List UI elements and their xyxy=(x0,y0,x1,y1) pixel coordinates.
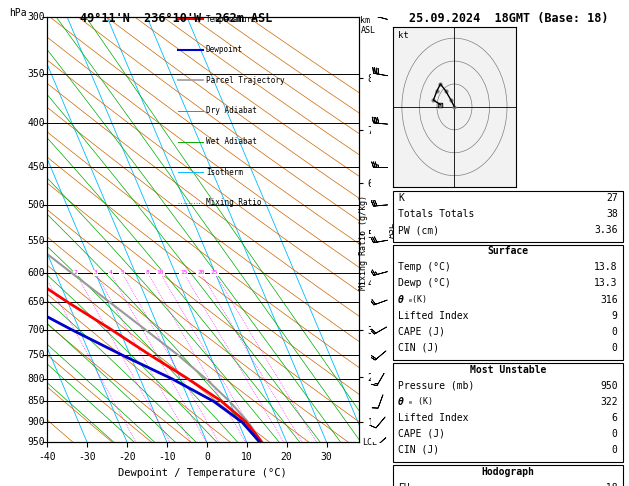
Text: 600: 600 xyxy=(28,268,45,278)
Text: -18: -18 xyxy=(600,483,618,486)
Text: kt: kt xyxy=(398,31,409,40)
Text: Parcel Trajectory: Parcel Trajectory xyxy=(206,76,284,85)
Text: EH: EH xyxy=(398,483,410,486)
Text: 0: 0 xyxy=(612,445,618,455)
Text: 0: 0 xyxy=(612,429,618,439)
Text: 49°11'N  236°10'W  262m ASL: 49°11'N 236°10'W 262m ASL xyxy=(80,12,272,25)
Text: 350: 350 xyxy=(28,69,45,79)
Text: 950: 950 xyxy=(600,381,618,391)
Text: 2: 2 xyxy=(74,270,77,275)
Text: Pressure (mb): Pressure (mb) xyxy=(398,381,474,391)
Text: 25: 25 xyxy=(211,270,218,275)
X-axis label: Dewpoint / Temperature (°C): Dewpoint / Temperature (°C) xyxy=(118,468,287,478)
Text: 15: 15 xyxy=(180,270,187,275)
Text: 5: 5 xyxy=(120,270,124,275)
Text: ₑ(K): ₑ(K) xyxy=(408,295,428,304)
Text: 9: 9 xyxy=(612,311,618,321)
Text: 322: 322 xyxy=(600,397,618,407)
Text: Dewp (°C): Dewp (°C) xyxy=(398,278,451,289)
Text: 3: 3 xyxy=(94,270,97,275)
Text: Wet Adiabat: Wet Adiabat xyxy=(206,137,257,146)
Text: 8: 8 xyxy=(146,270,149,275)
Text: PW (cm): PW (cm) xyxy=(398,225,439,235)
Text: © weatheronline.co.uk: © weatheronline.co.uk xyxy=(448,470,571,480)
Text: Isotherm: Isotherm xyxy=(206,168,243,177)
Text: 900: 900 xyxy=(28,417,45,427)
Text: 27: 27 xyxy=(606,193,618,203)
Text: Temp (°C): Temp (°C) xyxy=(398,262,451,273)
Text: Lifted Index: Lifted Index xyxy=(398,311,469,321)
Text: Lifted Index: Lifted Index xyxy=(398,413,469,423)
Text: CAPE (J): CAPE (J) xyxy=(398,327,445,337)
Text: LCL: LCL xyxy=(362,438,377,447)
Text: 0: 0 xyxy=(612,343,618,353)
Text: Totals Totals: Totals Totals xyxy=(398,209,474,219)
Text: 6: 6 xyxy=(612,413,618,423)
Text: 550: 550 xyxy=(28,236,45,245)
Text: 850: 850 xyxy=(28,396,45,406)
Text: km
ASL: km ASL xyxy=(360,16,376,35)
Text: CIN (J): CIN (J) xyxy=(398,343,439,353)
Text: 500: 500 xyxy=(28,200,45,210)
Text: Most Unstable: Most Unstable xyxy=(470,364,546,375)
Text: Temperature: Temperature xyxy=(206,15,257,24)
Text: 450: 450 xyxy=(28,162,45,172)
Text: Mixing Ratio (g/kg): Mixing Ratio (g/kg) xyxy=(359,195,368,291)
Text: ₑ (K): ₑ (K) xyxy=(408,397,433,406)
Text: Dewpoint: Dewpoint xyxy=(206,45,243,54)
Text: 316: 316 xyxy=(600,295,618,305)
Text: 950: 950 xyxy=(28,437,45,447)
Text: 800: 800 xyxy=(28,374,45,384)
Text: hPa: hPa xyxy=(9,8,27,18)
Text: Surface: Surface xyxy=(487,246,528,257)
Text: θ: θ xyxy=(398,397,404,407)
Text: 20: 20 xyxy=(197,270,204,275)
Text: 10: 10 xyxy=(157,270,164,275)
Y-axis label: km
ASL: km ASL xyxy=(376,222,396,238)
Text: CAPE (J): CAPE (J) xyxy=(398,429,445,439)
Text: 13.8: 13.8 xyxy=(594,262,618,273)
Text: 700: 700 xyxy=(28,325,45,334)
Text: CIN (J): CIN (J) xyxy=(398,445,439,455)
Text: 4: 4 xyxy=(108,270,112,275)
Text: θ: θ xyxy=(398,295,404,305)
Text: Hodograph: Hodograph xyxy=(481,467,535,477)
Text: 13.3: 13.3 xyxy=(594,278,618,289)
Text: K: K xyxy=(398,193,404,203)
Text: Mixing Ratio: Mixing Ratio xyxy=(206,198,262,208)
Text: 38: 38 xyxy=(606,209,618,219)
Text: Dry Adiabat: Dry Adiabat xyxy=(206,106,257,116)
Text: 25.09.2024  18GMT (Base: 18): 25.09.2024 18GMT (Base: 18) xyxy=(409,12,608,25)
Text: 0: 0 xyxy=(612,327,618,337)
Text: 300: 300 xyxy=(28,12,45,22)
Text: 750: 750 xyxy=(28,350,45,360)
Text: 400: 400 xyxy=(28,118,45,128)
Text: 3.36: 3.36 xyxy=(594,225,618,235)
Text: 650: 650 xyxy=(28,297,45,307)
